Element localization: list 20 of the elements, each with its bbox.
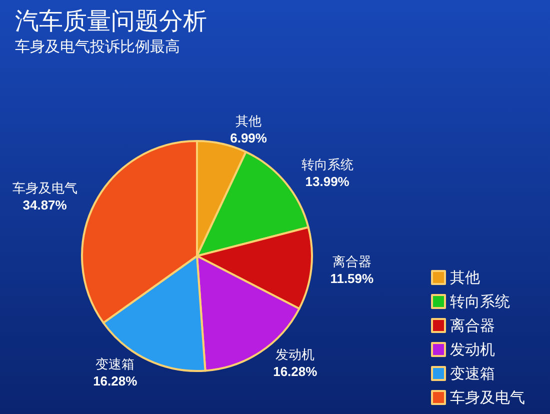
data-label: 34.87% xyxy=(22,197,68,212)
slice-label: 转向系统 xyxy=(301,158,354,174)
legend-label: 其他 xyxy=(450,268,480,286)
chart-subtitle: 车身及电气投诉比例最高 xyxy=(15,38,180,56)
legend-label: 车身及电气 xyxy=(450,388,525,406)
slice-label: 离合器 xyxy=(332,254,372,270)
legend-label: 离合器 xyxy=(450,316,495,334)
data-label: 13.99% xyxy=(305,174,350,190)
slice-label: 车身及电气 xyxy=(12,181,78,196)
chart-title: 汽车质量问题分析 xyxy=(15,7,207,35)
data-label: 6.99% xyxy=(230,130,268,146)
legend-label: 变速箱 xyxy=(450,364,495,382)
legend-label: 发动机 xyxy=(450,340,495,358)
slice-label: 变速箱 xyxy=(96,357,135,372)
slice-label: 发动机 xyxy=(276,348,315,364)
data-label: 16.28% xyxy=(93,373,138,388)
data-label: 16.28% xyxy=(273,364,318,380)
legend-label: 转向系统 xyxy=(450,292,510,310)
slice-label: 其他 xyxy=(236,114,262,130)
data-label: 11.59% xyxy=(330,270,374,286)
